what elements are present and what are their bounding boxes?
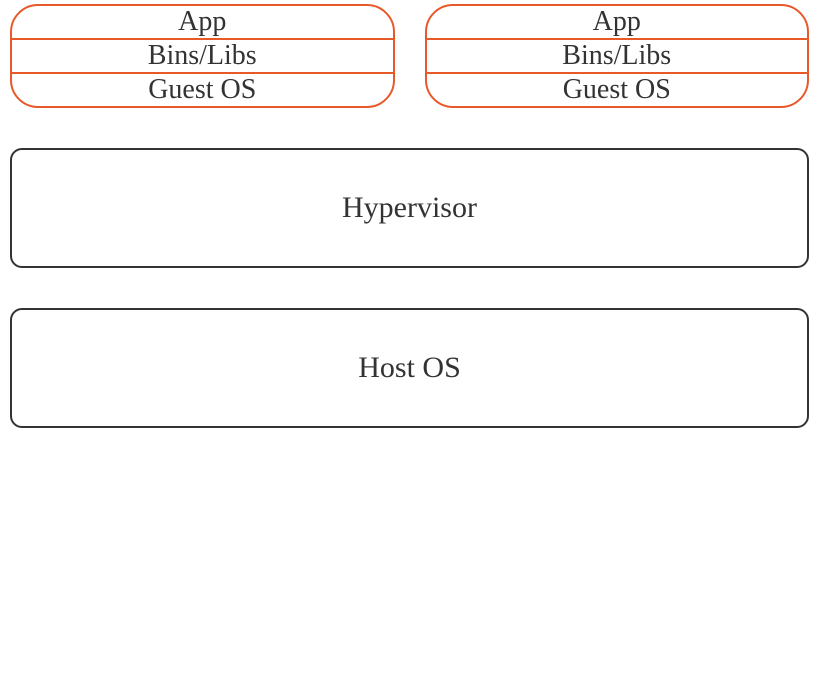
- vm-row: App Bins/Libs Guest OS App Bins/Libs Gue…: [10, 4, 809, 108]
- vm-2-app-layer: App: [427, 6, 808, 38]
- vm-2-bins-libs-layer: Bins/Libs: [427, 38, 808, 72]
- hypervisor-layer: Hypervisor: [10, 148, 809, 268]
- vm-1: App Bins/Libs Guest OS: [10, 4, 395, 108]
- vm-2-guest-os-layer: Guest OS: [427, 72, 808, 106]
- vm-1-bins-libs-layer: Bins/Libs: [12, 38, 393, 72]
- vm-2: App Bins/Libs Guest OS: [425, 4, 810, 108]
- vm-1-app-layer: App: [12, 6, 393, 38]
- host-os-layer: Host OS: [10, 308, 809, 428]
- vm-1-guest-os-layer: Guest OS: [12, 72, 393, 106]
